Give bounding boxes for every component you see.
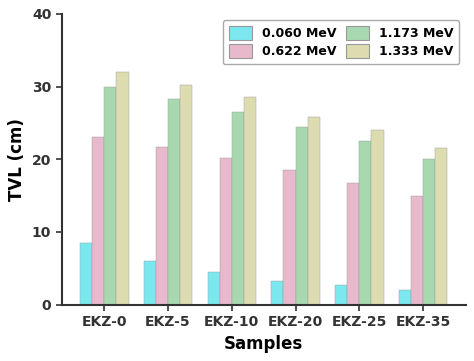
Bar (180, 85, 192, 305)
Bar (271, 282, 283, 305)
Bar (219, 158, 232, 305)
Bar (208, 272, 219, 305)
Bar (347, 183, 359, 305)
Bar (411, 196, 423, 305)
Bar (168, 99, 180, 305)
X-axis label: Samples: Samples (224, 335, 303, 353)
Bar (296, 127, 308, 305)
Bar (92, 138, 104, 305)
Bar (244, 97, 256, 305)
Bar (144, 261, 156, 305)
Bar (399, 290, 411, 305)
Bar (156, 147, 168, 305)
Bar (335, 285, 347, 305)
Y-axis label: TVL (cm): TVL (cm) (9, 118, 27, 201)
Bar (80, 243, 92, 305)
Bar (232, 112, 244, 305)
Bar (117, 72, 128, 305)
Bar (104, 87, 117, 305)
Legend: 0.060 MeV, 0.622 MeV, 1.173 MeV, 1.333 MeV: 0.060 MeV, 0.622 MeV, 1.173 MeV, 1.333 M… (223, 20, 459, 64)
Bar (435, 148, 447, 305)
Bar (308, 117, 320, 305)
Bar (423, 159, 435, 305)
Bar (372, 130, 383, 305)
Bar (283, 170, 296, 305)
Bar (359, 141, 372, 305)
